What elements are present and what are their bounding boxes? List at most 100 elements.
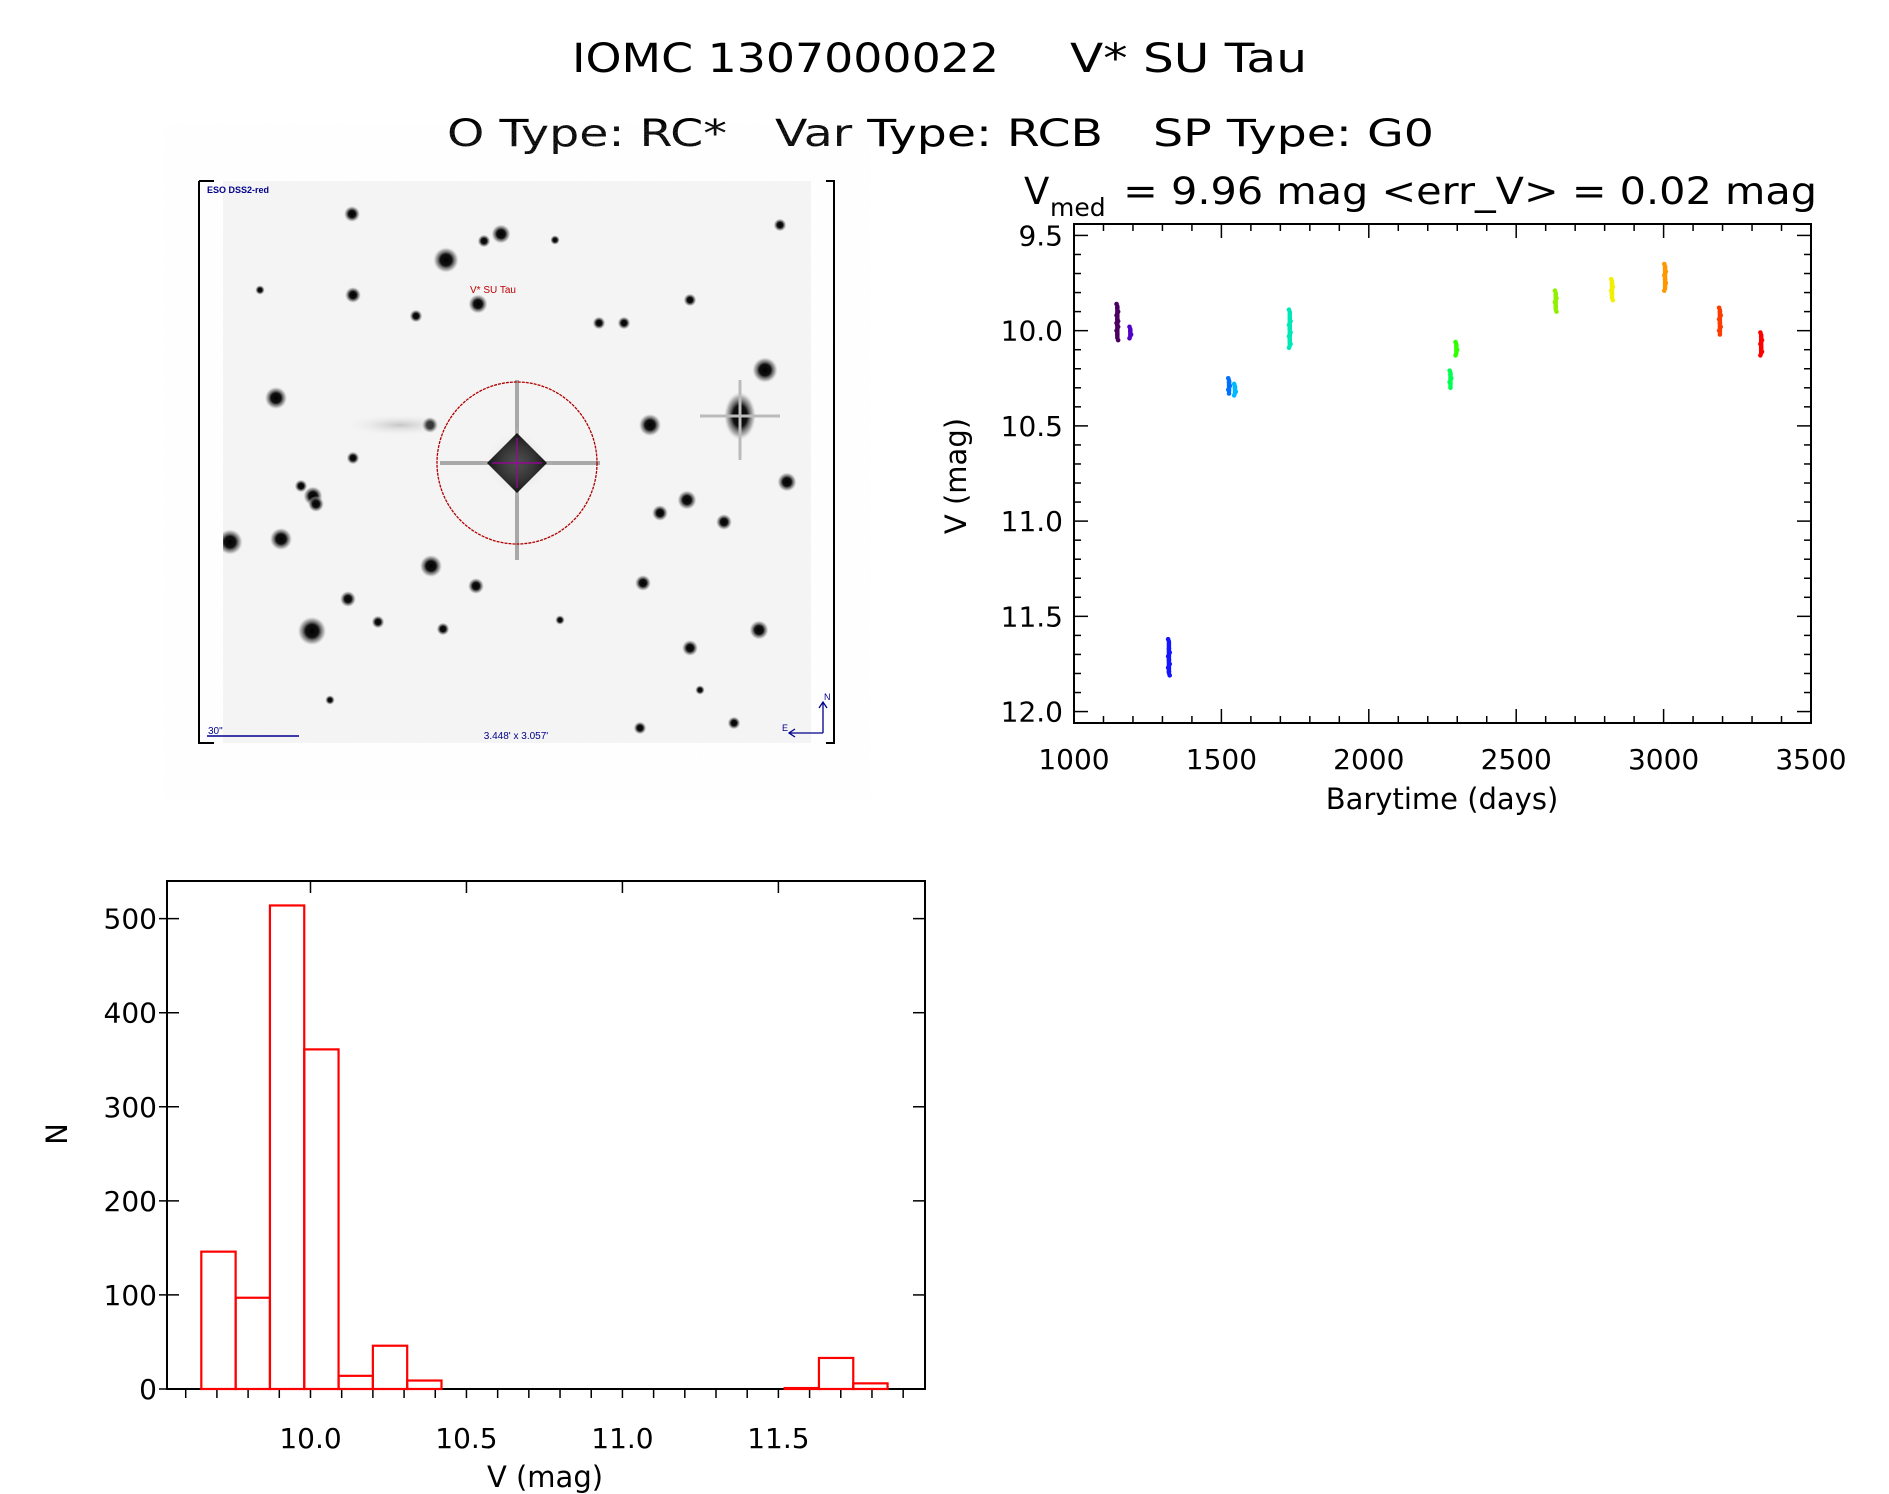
lc-data-point (1552, 299, 1558, 305)
star (433, 247, 459, 273)
lc-data-point (1232, 385, 1238, 391)
lc-data-point (1553, 292, 1559, 297)
lc-data-point (1288, 330, 1293, 335)
star-spikes (700, 380, 780, 460)
lc-x-tick-label: 1000 (1038, 743, 1109, 776)
lc-data-point (1718, 324, 1724, 330)
lc-data-point (1165, 636, 1171, 642)
lc-data-point (1288, 341, 1293, 347)
title-sp-type: SP Type: G0 (1153, 112, 1434, 155)
lc-data-point (1663, 280, 1669, 286)
lc-data-point (1662, 265, 1668, 271)
star (635, 575, 651, 591)
lc-x-tick-label: 2500 (1481, 743, 1552, 776)
lc-data-point (1128, 332, 1134, 337)
hist-y-tick-label: 500 (104, 903, 157, 936)
lc-data-point (1610, 297, 1616, 303)
lc-data-point (1227, 383, 1233, 389)
lc-data-point (1447, 379, 1452, 385)
lc-data-point (1609, 280, 1615, 286)
star (345, 287, 361, 303)
lc-x-tick-label: 3500 (1775, 743, 1846, 776)
title-o-type: O Type: RC* (447, 112, 727, 155)
lc-data-point (1115, 337, 1121, 343)
lc-data-point (1114, 313, 1119, 318)
lc-x-tick-label: 3000 (1628, 743, 1699, 776)
star (468, 578, 484, 594)
lc-data-point (1454, 347, 1460, 353)
lc-data-point (1115, 309, 1121, 314)
star (752, 357, 778, 383)
light-curve-chart: V med = 9.96 mag <err_V> = 0.02 mag 1000… (939, 170, 1847, 816)
lc-data-point (1454, 343, 1459, 349)
lc-title-subscript: med (1050, 193, 1106, 222)
lc-title-rest: = 9.96 mag <err_V> = 0.02 mag (1110, 170, 1817, 213)
star (294, 479, 308, 493)
lc-data-point (1115, 305, 1120, 311)
title-object-id: IOMC 1307000022 (572, 36, 999, 82)
lc-x-tick-label: 2000 (1333, 743, 1404, 776)
lc-data-point (1287, 315, 1293, 320)
lc-data-point (1115, 332, 1120, 337)
lc-data-point (1663, 269, 1669, 274)
lc-ylabel: V (mag) (939, 418, 973, 534)
lc-x-tick-label: 1500 (1186, 743, 1257, 776)
compass-arrows-icon (787, 700, 828, 738)
target-crosshair-icon (492, 438, 542, 488)
lc-y-tick-label: 11.0 (1001, 505, 1063, 538)
hist-xlabel: V (mag) (487, 1460, 603, 1494)
lc-data-point (1717, 332, 1723, 337)
lc-data-point (1758, 330, 1763, 335)
lc-data-point (1128, 328, 1133, 333)
star (550, 235, 560, 245)
hist-plot-frame (166, 880, 926, 1390)
lc-data-point (1226, 379, 1232, 385)
lc-data-point (1288, 318, 1293, 324)
lc-data-point (1233, 389, 1239, 394)
lc-data-point (1552, 288, 1558, 293)
hist-bar (852, 1382, 889, 1391)
lc-data-point (1716, 305, 1722, 311)
lc-data-point (1661, 261, 1667, 267)
lc-data-point (1165, 654, 1171, 659)
east-label: E (782, 723, 788, 733)
lc-data-point (1758, 334, 1764, 339)
star (695, 685, 705, 695)
lc-data-point (1554, 295, 1559, 301)
lc-data-point (1127, 335, 1132, 341)
star (325, 695, 335, 705)
lc-data-point (1610, 284, 1616, 290)
star (683, 293, 697, 307)
lc-title-v: V (1024, 170, 1049, 213)
star (297, 616, 327, 646)
image-frame (198, 180, 835, 744)
scale-bar-label: 30" (208, 726, 223, 737)
hist-bar (337, 1374, 374, 1391)
lc-data-point (1225, 387, 1231, 392)
hist-y-tick-label: 300 (104, 1091, 157, 1124)
lc-data-point (1453, 339, 1458, 345)
lc-data-point (1661, 273, 1667, 278)
lc-data-point (1662, 276, 1668, 282)
survey-label: ESO DSS2-red (207, 185, 269, 195)
lc-data-point (1554, 309, 1559, 314)
hist-bar (817, 1356, 855, 1391)
lc-data-point (1115, 324, 1121, 330)
lc-data-point (1167, 673, 1173, 678)
target-label: V* SU Tau (470, 285, 516, 296)
hist-ylabel: N (40, 1123, 74, 1145)
lc-data-point (1717, 309, 1723, 314)
lc-data-point (1553, 303, 1559, 309)
hist-x-tick-label: 11.5 (747, 1422, 809, 1455)
star (223, 529, 243, 555)
lc-data-point (1286, 345, 1292, 351)
lc-data-point (1759, 349, 1765, 354)
north-label: N (824, 692, 831, 702)
lc-data-point (1167, 650, 1173, 655)
lc-data-point (1758, 353, 1763, 358)
lc-data-point (1231, 381, 1237, 387)
lc-data-point (1226, 391, 1232, 396)
lc-plot-frame (1073, 223, 1812, 724)
star (716, 514, 732, 530)
lc-data-point (1231, 393, 1237, 398)
